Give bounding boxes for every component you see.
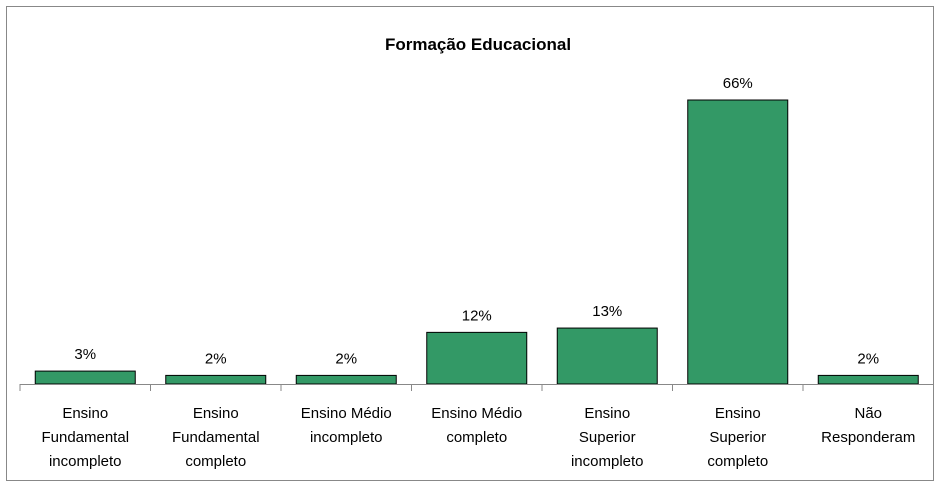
bar bbox=[817, 374, 919, 385]
x-tick-label: Ensino Fundamental completo bbox=[171, 405, 260, 470]
bar bbox=[165, 374, 267, 385]
value-label: 12% bbox=[462, 307, 492, 324]
bar bbox=[295, 374, 397, 385]
value-label: 3% bbox=[74, 346, 96, 363]
x-tick-label: Ensino Médio incompleto bbox=[300, 405, 392, 446]
bar bbox=[687, 99, 789, 385]
bar bbox=[556, 327, 658, 385]
value-label: 2% bbox=[205, 350, 227, 367]
bar bbox=[34, 370, 136, 385]
chart-title: Formação Educacional bbox=[385, 35, 571, 54]
value-label: 2% bbox=[857, 350, 879, 367]
x-tick-label: Ensino Fundamental incompleto bbox=[41, 405, 130, 470]
x-tick-label: Não Responderam bbox=[821, 405, 916, 446]
value-label: 13% bbox=[592, 303, 622, 320]
x-tick-label: Ensino Superior incompleto bbox=[570, 405, 644, 470]
bar bbox=[426, 331, 528, 385]
value-label: 66% bbox=[723, 75, 753, 92]
x-tick-label: Ensino Superior completo bbox=[707, 405, 769, 470]
x-tick-label: Ensino Médio completo bbox=[431, 405, 523, 446]
value-label: 2% bbox=[335, 350, 357, 367]
